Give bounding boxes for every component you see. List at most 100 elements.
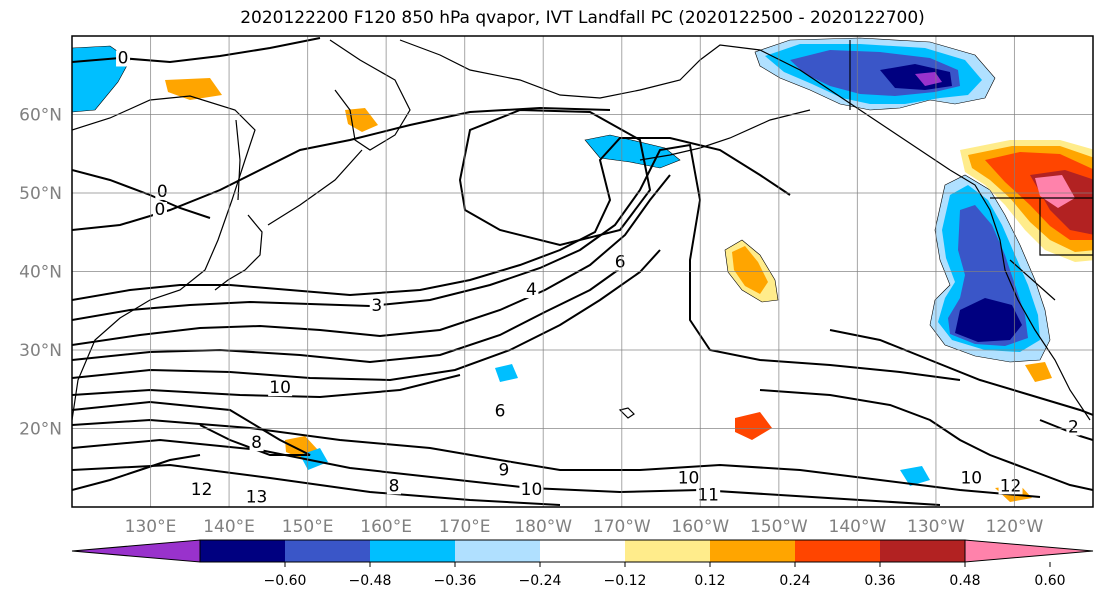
contour-label-background	[496, 462, 511, 479]
contour-label-background	[152, 201, 167, 218]
contour-12-east	[759, 389, 1093, 491]
contour-label: 0	[155, 200, 166, 220]
contour-label-background	[1066, 419, 1081, 436]
contour-label: 10	[521, 480, 543, 500]
lat-tick-label: 50°N	[19, 184, 62, 204]
coastline-north-america-west	[949, 169, 1091, 421]
colorbar: −0.60 −0.48 −0.36 −0.24 −0.12 0.12 0.24 0.36 0.4…	[71, 539, 1094, 589]
coastline-sakhalin	[235, 119, 241, 201]
lon-tick-label: 170°W	[593, 517, 651, 537]
contour-2	[72, 137, 791, 301]
lon-tick-label: 180°W	[514, 517, 572, 537]
anomaly-pos-interior-peak	[1035, 175, 1075, 208]
contour-label: 13	[246, 487, 268, 507]
figure-title: 2020122200 F120 850 hPa qvapor, IVT Land…	[240, 8, 925, 28]
contour-label: 11	[697, 486, 719, 506]
contour-label: 10	[960, 468, 982, 488]
contour-label-background	[244, 489, 269, 506]
contour-label-background	[959, 470, 984, 487]
longitude-tick-labels: 130°E 140°E 150°E 160°E 170°E 180°W 170°W 160°W…	[125, 517, 1044, 537]
contour-label-background	[519, 482, 544, 499]
lon-tick-label: 160°E	[360, 517, 412, 537]
coastline-asia	[72, 95, 256, 421]
colorbar-tick-label: −0.12	[604, 573, 647, 589]
contour-8	[72, 400, 311, 456]
contour-3	[72, 143, 961, 381]
qvapor-contours	[72, 37, 1093, 506]
contour-label: 9	[499, 461, 510, 481]
anomaly-neg-nw-corner	[72, 45, 131, 113]
anomaly-pos-patch-hawaii	[735, 412, 772, 440]
contour-label: 3	[371, 296, 382, 316]
map-frame	[71, 35, 1094, 508]
coastline-siberia-north	[399, 39, 641, 99]
boundary-state-1	[1039, 198, 1093, 256]
contour-label-background	[696, 487, 721, 504]
coastline-japan	[214, 214, 263, 291]
colorbar-bin	[200, 540, 285, 562]
latitude-tick-labels: 60°N 50°N 40°N 30°N 20°N	[19, 106, 62, 440]
colorbar-tick-label: −0.24	[519, 573, 562, 589]
gridlines	[72, 36, 1093, 507]
colorbar-tick-label: 0.36	[864, 573, 895, 589]
contour-label-background	[155, 183, 170, 200]
coastlines	[72, 39, 1093, 421]
coastline-aleutians	[639, 109, 811, 161]
colorbar-bin	[455, 540, 540, 562]
colorbar-tick-label: −0.60	[264, 573, 307, 589]
colorbar-tick-label: 0.24	[779, 573, 810, 589]
contour-label: 6	[495, 402, 506, 422]
colorbar-tick-label: −0.48	[349, 573, 392, 589]
lon-tick-label: 150°W	[750, 517, 808, 537]
contour-0-north	[72, 37, 321, 64]
contour-label: 6	[615, 253, 626, 273]
colorbar-outline	[199, 539, 966, 563]
contour-0-siberia	[72, 169, 211, 219]
lon-tick-label: 130°W	[907, 517, 965, 537]
colorbar-tick-label: 0.48	[949, 573, 980, 589]
colorbar-bin	[285, 540, 370, 562]
contour-label-background	[116, 50, 131, 67]
contour-label-background	[268, 380, 293, 397]
lon-tick-label: 120°W	[986, 517, 1044, 537]
anomaly-pos-patch-okhotsk	[165, 78, 222, 100]
lat-tick-label: 40°N	[19, 263, 62, 283]
contour-label: 0	[157, 182, 168, 202]
anomaly-neg-patch-east	[900, 466, 930, 486]
contour-4	[72, 174, 671, 346]
contour-6	[72, 249, 661, 382]
colorbar-tick-labels: −0.60 −0.48 −0.36 −0.24 −0.12 0.12 0.24 0.36 0.4…	[264, 562, 1066, 589]
lat-tick-label: 20°N	[19, 420, 62, 440]
contour-2-east	[829, 329, 1093, 416]
coastline-hawaii	[618, 407, 635, 419]
contour-label: 0	[118, 48, 129, 68]
anomaly-neg-patch-hawaii	[495, 364, 518, 382]
lon-tick-label: 130°E	[125, 517, 177, 537]
lat-tick-label: 30°N	[19, 341, 62, 361]
contour-label-background	[676, 470, 701, 487]
colorbar-bin	[540, 540, 625, 562]
lon-tick-label: 140°E	[203, 517, 255, 537]
contour-label: 12	[1000, 476, 1022, 496]
contour-label-background	[493, 403, 508, 420]
lon-tick-label: 140°W	[829, 517, 887, 537]
coastline-kamchatka	[329, 39, 411, 151]
contour-label: 4	[526, 280, 537, 300]
colorbar-extend-high	[964, 539, 1094, 563]
anomaly-neg-alaska-peak	[915, 72, 942, 86]
colorbar-tick-label: 0.12	[694, 573, 725, 589]
colorbar-bin	[710, 540, 795, 562]
contour-label-background	[249, 435, 264, 452]
lon-tick-label: 170°E	[439, 517, 491, 537]
colorbar-bin	[795, 540, 880, 562]
contour-5	[72, 264, 626, 364]
colorbar-extend-low	[71, 539, 201, 563]
contour-label: 8	[251, 433, 262, 453]
lon-tick-label: 160°W	[671, 517, 729, 537]
contour-label: 12	[191, 480, 213, 500]
contour-label: 2	[1068, 417, 1079, 437]
lon-tick-label: 150°E	[282, 517, 334, 537]
contour-2-loop	[458, 108, 652, 247]
contour-label-background	[189, 482, 214, 499]
